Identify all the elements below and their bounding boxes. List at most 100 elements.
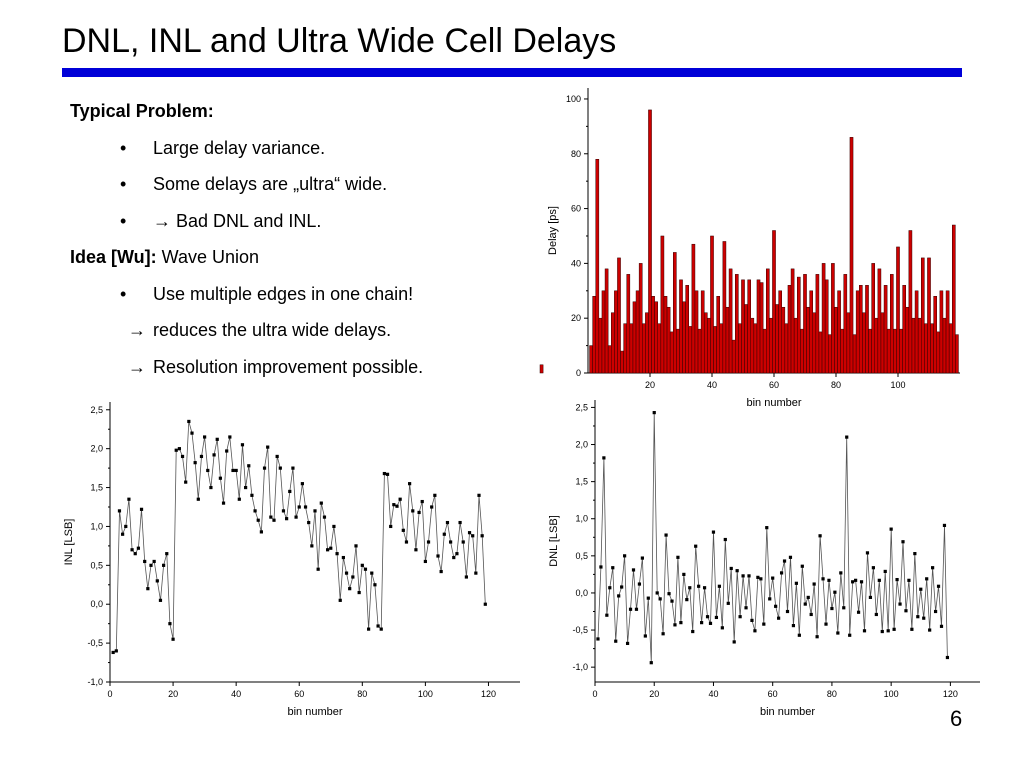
- delay-bar: [821, 263, 826, 374]
- idea-text: Wave Union: [156, 247, 260, 267]
- data-point: [143, 559, 147, 564]
- data-point: [750, 618, 754, 623]
- data-point: [714, 615, 719, 620]
- data-point: [319, 501, 323, 505]
- data-point: [922, 616, 926, 620]
- data-point: [898, 602, 902, 606]
- delay-bar: [756, 279, 761, 374]
- data-point: [617, 594, 621, 598]
- data-point: [655, 591, 659, 595]
- delay-bar: [772, 230, 776, 374]
- delay-bar: [924, 323, 928, 374]
- delay-bar: [688, 326, 693, 374]
- data-point: [174, 448, 178, 452]
- data-point: [726, 601, 730, 605]
- delay-bar: [592, 296, 597, 374]
- y-tick-label: 0,5: [575, 551, 588, 561]
- data-point: [199, 454, 204, 459]
- x-tick-label: 80: [831, 380, 841, 390]
- slide-title: DNL, INL and Ultra Wide Cell Delays: [62, 22, 617, 60]
- delay-bar: [626, 274, 631, 374]
- x-tick-label: 60: [294, 689, 304, 699]
- data-point: [121, 532, 125, 536]
- data-point: [759, 577, 763, 581]
- delay-bar: [886, 328, 891, 374]
- y-tick-label: 100: [566, 94, 581, 104]
- delay-bar: [781, 306, 786, 374]
- data-point: [928, 628, 932, 632]
- delay-bar: [638, 263, 643, 374]
- delay-bar: [790, 268, 795, 374]
- data-point: [854, 578, 858, 582]
- data-point: [637, 582, 642, 586]
- data-point: [291, 466, 295, 470]
- data-point: [596, 637, 600, 641]
- data-point: [404, 540, 409, 544]
- delay-bar: [917, 317, 922, 374]
- y-tick-label: 2,0: [575, 440, 588, 450]
- data-point: [278, 466, 282, 470]
- data-point: [599, 565, 603, 569]
- data-point: [338, 598, 342, 602]
- x-tick-label: 40: [231, 689, 241, 699]
- x-axis-label: bin number: [760, 706, 815, 718]
- delay-bar: [710, 235, 714, 374]
- data-point: [625, 641, 630, 646]
- data-point: [779, 571, 784, 575]
- delay-bar: [741, 279, 745, 374]
- data-point: [152, 559, 156, 564]
- data-point: [436, 554, 440, 558]
- delay-bar: [663, 296, 668, 374]
- data-point: [127, 497, 131, 501]
- data-point: [215, 437, 219, 441]
- data-point: [275, 454, 279, 459]
- data-point: [676, 555, 680, 559]
- data-point: [401, 528, 405, 532]
- idea-line: Idea [Wu]: Wave Union: [70, 239, 423, 276]
- data-point: [430, 505, 434, 509]
- data-point: [815, 635, 819, 639]
- delay-bar: [868, 328, 872, 374]
- data-point: [649, 661, 653, 665]
- data-point: [221, 501, 226, 505]
- y-tick-label: -1,0: [87, 677, 103, 687]
- data-point: [931, 566, 935, 570]
- data-point: [661, 632, 665, 636]
- delay-bar: [673, 252, 677, 374]
- data-point: [187, 419, 191, 424]
- data-point: [449, 540, 453, 544]
- x-tick-label: 120: [943, 689, 958, 699]
- y-tick-label: 60: [571, 204, 581, 214]
- delay-bar: [840, 328, 844, 374]
- x-tick-label: 0: [592, 689, 597, 699]
- data-point: [611, 566, 615, 570]
- arrow-icon: →: [153, 210, 171, 231]
- bullet-text: Resolution improvement possible.: [153, 356, 424, 377]
- y-tick-label: 20: [571, 313, 581, 323]
- delay-bar: [697, 328, 702, 374]
- delay-bar: [632, 301, 637, 374]
- arrow-icon: →: [128, 320, 146, 340]
- data-point: [426, 540, 431, 544]
- data-point: [623, 554, 627, 558]
- data-point: [818, 534, 822, 538]
- delay-bar: [831, 263, 835, 374]
- delay-bar: [902, 285, 906, 374]
- delay-bar: [704, 312, 708, 374]
- delay-bar: [651, 296, 655, 374]
- delay-bar: [654, 301, 659, 374]
- delay-bar: [604, 268, 609, 374]
- data-point: [471, 534, 475, 538]
- data-point: [904, 609, 908, 613]
- data-point: [936, 584, 941, 588]
- bullet-icon: •: [120, 210, 127, 231]
- data-point: [916, 615, 920, 619]
- data-point: [821, 577, 825, 581]
- data-point: [901, 540, 905, 544]
- data-point: [411, 509, 415, 513]
- delay-bar: [539, 364, 544, 374]
- data-point: [868, 595, 873, 599]
- data-point: [209, 485, 213, 490]
- data-point: [782, 559, 787, 563]
- data-point: [382, 471, 386, 476]
